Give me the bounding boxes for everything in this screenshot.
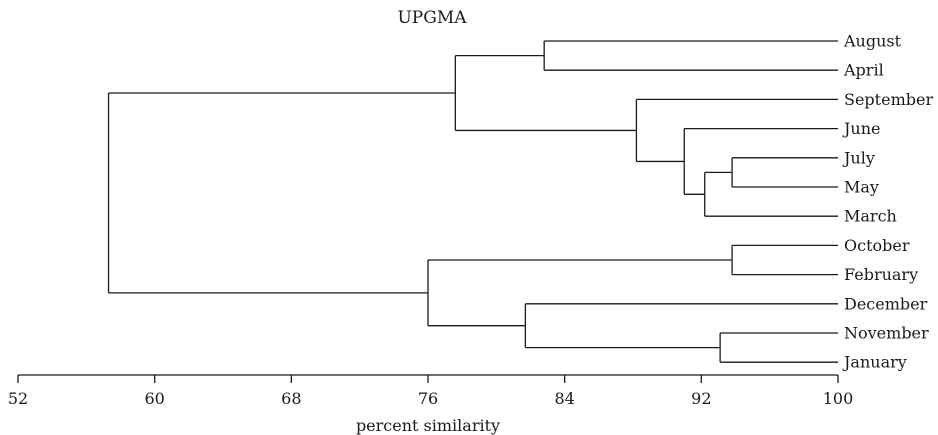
tree-branches <box>107 40 838 363</box>
leaf-label-august: August <box>843 32 902 51</box>
x-tick-label-1: 60 <box>144 389 164 408</box>
leaf-label-july: July <box>842 148 875 167</box>
x-tick-label-3: 76 <box>418 389 438 408</box>
x-axis-title: percent similarity <box>356 416 500 435</box>
leaf-label-november: November <box>844 324 929 343</box>
x-tick-label-4: 84 <box>554 389 574 408</box>
leaf-label-april: April <box>843 61 884 80</box>
leaf-label-march: March <box>844 207 897 226</box>
x-tick-label-6: 100 <box>823 389 854 408</box>
leaf-label-may: May <box>844 178 879 197</box>
leaf-label-january: January <box>842 353 907 372</box>
x-tick-label-0: 52 <box>8 389 28 408</box>
x-axis: 52 60 68 76 84 92 100 <box>8 374 854 408</box>
leaf-label-december: December <box>844 294 928 313</box>
x-tick-label-5: 92 <box>691 389 711 408</box>
leaf-labels: August April September June July May March Octo… <box>842 32 933 372</box>
leaf-label-october: October <box>844 236 910 255</box>
x-tick-label-2: 68 <box>281 389 301 408</box>
leaf-label-june: June <box>842 119 881 138</box>
chart-title: UPGMA <box>397 8 467 28</box>
leaf-label-september: September <box>844 90 933 109</box>
leaf-label-february: February <box>844 265 918 284</box>
